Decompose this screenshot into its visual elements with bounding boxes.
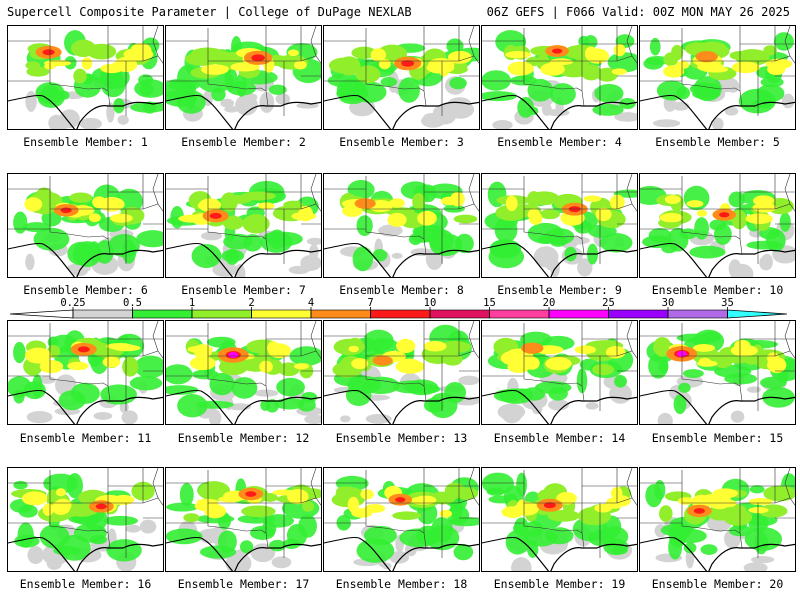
ensemble-member-label: Ensemble Member: 12 — [177, 431, 310, 445]
ensemble-member-map — [165, 320, 322, 425]
colorbar-segment — [191, 309, 252, 319]
scp-field-map — [166, 174, 321, 277]
ensemble-member-label: Ensemble Member: 11 — [19, 431, 152, 445]
ensemble-member-label: Ensemble Member: 19 — [493, 577, 626, 591]
colorbar-segment — [667, 309, 728, 319]
scp-field-map — [640, 26, 795, 129]
ensemble-member-map — [323, 173, 480, 278]
ensemble-member-label: Ensemble Member: 18 — [335, 577, 468, 591]
ensemble-member-map — [7, 320, 164, 425]
ensemble-member-label: Ensemble Member: 20 — [651, 577, 784, 591]
ensemble-member-map — [481, 320, 638, 425]
colorbar-left-arrow — [10, 309, 74, 319]
ensemble-member-map — [481, 25, 638, 130]
ensemble-member-label: Ensemble Member: 10 — [651, 283, 784, 297]
scp-field-map — [482, 468, 637, 571]
model-valid-time: 06Z GEFS | F066 Valid: 00Z MON MAY 26 20… — [486, 5, 790, 19]
ensemble-member-label: Ensemble Member: 1 — [23, 135, 148, 149]
colorbar-tick-label: 30 — [662, 297, 675, 309]
ensemble-member-label: Ensemble Member: 7 — [181, 283, 306, 297]
color-scale-legend: 0.25 0.5 1 2 4 7 10 15 20 25 30 35 — [10, 297, 788, 319]
ensemble-member-label: Ensemble Member: 5 — [655, 135, 780, 149]
scp-field-map — [324, 174, 479, 277]
colorbar-segment — [429, 309, 490, 319]
ensemble-member-map — [639, 25, 796, 130]
ensemble-member-label: Ensemble Member: 2 — [181, 135, 306, 149]
colorbar-tick-label: 20 — [543, 297, 556, 309]
colorbar-segment — [727, 309, 788, 319]
colorbar-segment — [370, 309, 431, 319]
scp-field-map — [482, 321, 637, 424]
scp-field-map — [482, 26, 637, 129]
scp-field-map — [166, 26, 321, 129]
ensemble-member-map — [323, 320, 480, 425]
colorbar-tick-label: 1 — [189, 297, 195, 309]
ensemble-member-map — [481, 467, 638, 572]
ensemble-member-label: Ensemble Member: 9 — [497, 283, 622, 297]
ensemble-member-label: Ensemble Member: 6 — [23, 283, 148, 297]
colorbar-tick-label: 25 — [602, 297, 615, 309]
colorbar-tick-label: 10 — [424, 297, 437, 309]
ensemble-member-map — [639, 320, 796, 425]
scp-field-map — [640, 321, 795, 424]
ensemble-member-label: Ensemble Member: 3 — [339, 135, 464, 149]
ensemble-member-map — [7, 467, 164, 572]
colorbar-segment — [251, 309, 312, 319]
scp-field-map — [166, 321, 321, 424]
scp-field-map — [640, 174, 795, 277]
ensemble-member-map — [7, 25, 164, 130]
colorbar-tick-label: 4 — [308, 297, 314, 309]
ensemble-member-map — [323, 25, 480, 130]
ensemble-member-map — [165, 173, 322, 278]
colorbar-segment — [608, 309, 669, 319]
ensemble-member-map — [639, 467, 796, 572]
colorbar-segment — [310, 309, 371, 319]
scp-field-map — [324, 321, 479, 424]
colorbar-tick-label: 0.5 — [123, 297, 142, 309]
scp-field-map — [8, 468, 163, 571]
ensemble-member-label: Ensemble Member: 13 — [335, 431, 468, 445]
ensemble-member-map — [7, 173, 164, 278]
colorbar-tick-label: 0.25 — [60, 297, 85, 309]
colorbar-segment — [72, 309, 133, 319]
ensemble-member-map — [639, 173, 796, 278]
ensemble-member-label: Ensemble Member: 14 — [493, 431, 626, 445]
scp-field-map — [482, 174, 637, 277]
scp-field-map — [166, 468, 321, 571]
colorbar-segment — [132, 309, 193, 319]
colorbar-segment — [489, 309, 550, 319]
scp-field-map — [324, 468, 479, 571]
ensemble-member-map — [481, 173, 638, 278]
scp-field-map — [640, 468, 795, 571]
ensemble-member-label: Ensemble Member: 17 — [177, 577, 310, 591]
ensemble-member-map — [165, 25, 322, 130]
ensemble-member-map — [165, 467, 322, 572]
ensemble-member-label: Ensemble Member: 16 — [19, 577, 152, 591]
ensemble-member-label: Ensemble Member: 8 — [339, 283, 464, 297]
scp-field-map — [8, 26, 163, 129]
map-title: Supercell Composite Parameter | College … — [7, 5, 412, 19]
scp-field-map — [324, 26, 479, 129]
scp-field-map — [8, 321, 163, 424]
colorbar-tick-label: 35 — [721, 297, 734, 309]
ensemble-member-label: Ensemble Member: 4 — [497, 135, 622, 149]
colorbar-tick-label: 7 — [367, 297, 373, 309]
scp-field-map — [8, 174, 163, 277]
colorbar-segment — [548, 309, 609, 319]
ensemble-member-map — [323, 467, 480, 572]
colorbar-tick-label: 15 — [483, 297, 496, 309]
colorbar-tick-label: 2 — [248, 297, 254, 309]
ensemble-member-label: Ensemble Member: 15 — [651, 431, 784, 445]
